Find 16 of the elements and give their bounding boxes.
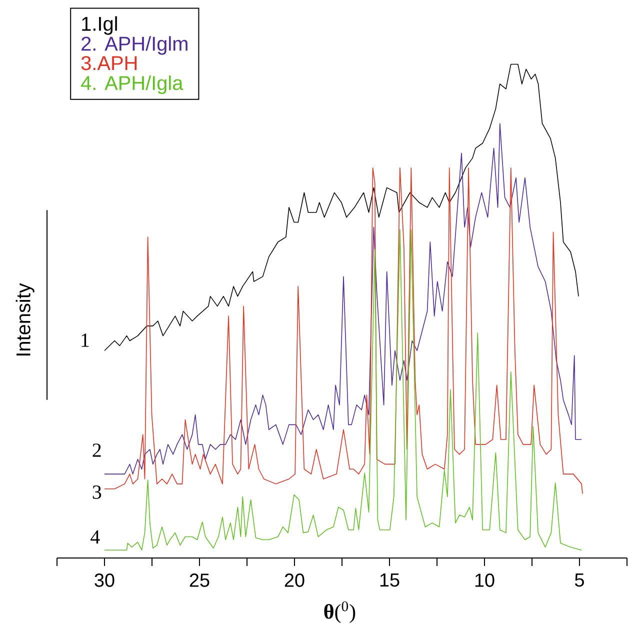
x-tick-label: 20 [284,574,304,587]
text: 3.APH [81,56,136,70]
annotation: 1 [82,334,89,347]
x-axis-title: θ($^{0}$) [324,601,355,624]
x-tick-label: 15 [380,574,400,587]
text: 2. APH/Iglm [81,36,188,55]
annotation: 3 [92,486,101,499]
text: 4. APH/Igla [80,75,184,94]
annotation: 4 [90,530,100,544]
text: 1.Igl [82,16,117,35]
y-axis-title: Intensity [16,283,34,356]
x-tick-label: 10 [475,574,494,587]
annotation: 2 [92,444,101,457]
x-tick-label: 25 [190,574,210,587]
x-tick-label: 5 [574,574,584,587]
x-tick-label: 30 [94,574,114,587]
